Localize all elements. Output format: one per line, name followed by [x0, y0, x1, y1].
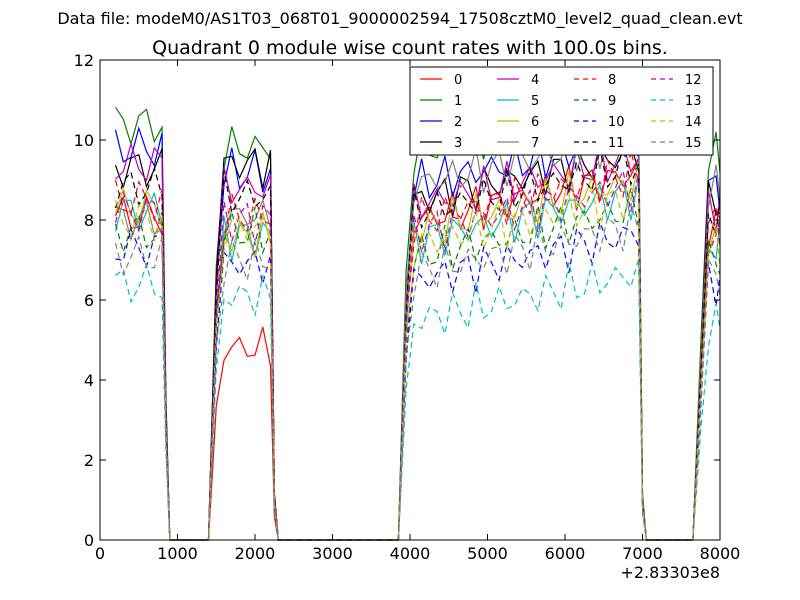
legend-label-6: 6	[531, 115, 539, 130]
y-tick-label-3: 6	[84, 291, 94, 310]
legend-label-8: 8	[608, 73, 616, 88]
series-line-0	[114, 159, 721, 541]
series-line-10	[115, 219, 721, 541]
figure-suptitle: Data file: modeM0/AS1T03_068T01_90000025…	[57, 9, 742, 29]
axis-ticks: 0 1000 2000 3000 4000 5000 6000 7000 80000246810…	[74, 51, 741, 563]
y-tick-label-6: 12	[74, 51, 94, 70]
legend-label-13: 13	[685, 94, 702, 109]
legend-label-5: 5	[531, 94, 539, 109]
legend-label-2: 2	[454, 115, 462, 130]
x-tick-label-6: 6000	[545, 544, 586, 563]
x-tick-label-0: 0	[95, 544, 105, 563]
x-tick-label-3: 3000	[312, 544, 353, 563]
legend-label-10: 10	[608, 115, 625, 130]
x-tick-label-7: 7000	[622, 544, 663, 563]
legend-label-7: 7	[531, 136, 539, 151]
y-tick-label-5: 10	[74, 131, 94, 150]
series-line-9	[114, 187, 721, 541]
legend-label-0: 0	[454, 73, 462, 88]
legend-label-15: 15	[685, 136, 702, 151]
legend-label-1: 1	[454, 94, 462, 109]
x-tick-label-4: 4000	[390, 544, 431, 563]
x-offset-label: +2.83303e8	[620, 563, 720, 582]
legend-label-9: 9	[608, 94, 616, 109]
y-tick-label-2: 4	[84, 371, 94, 390]
legend-label-11: 11	[608, 136, 625, 151]
series-line-14	[114, 185, 721, 541]
series-line-12	[114, 168, 721, 541]
y-tick-label-1: 2	[84, 451, 94, 470]
legend-label-12: 12	[685, 73, 702, 88]
series-line-13	[115, 258, 721, 541]
legend-label-14: 14	[685, 115, 702, 130]
x-tick-label-5: 5000	[467, 544, 508, 563]
series-line-7	[115, 126, 721, 541]
chart-title: Quadrant 0 module wise count rates with …	[152, 37, 668, 59]
legend-box	[409, 66, 714, 156]
legend-label-3: 3	[454, 136, 462, 151]
y-tick-label-0: 0	[84, 531, 94, 550]
x-tick-label-2: 2000	[235, 544, 276, 563]
x-tick-label-1: 1000	[157, 544, 198, 563]
y-tick-label-4: 8	[84, 211, 94, 230]
series-line-4	[115, 139, 721, 541]
legend-label-4: 4	[531, 73, 539, 88]
x-tick-label-8: 8000	[700, 544, 741, 563]
